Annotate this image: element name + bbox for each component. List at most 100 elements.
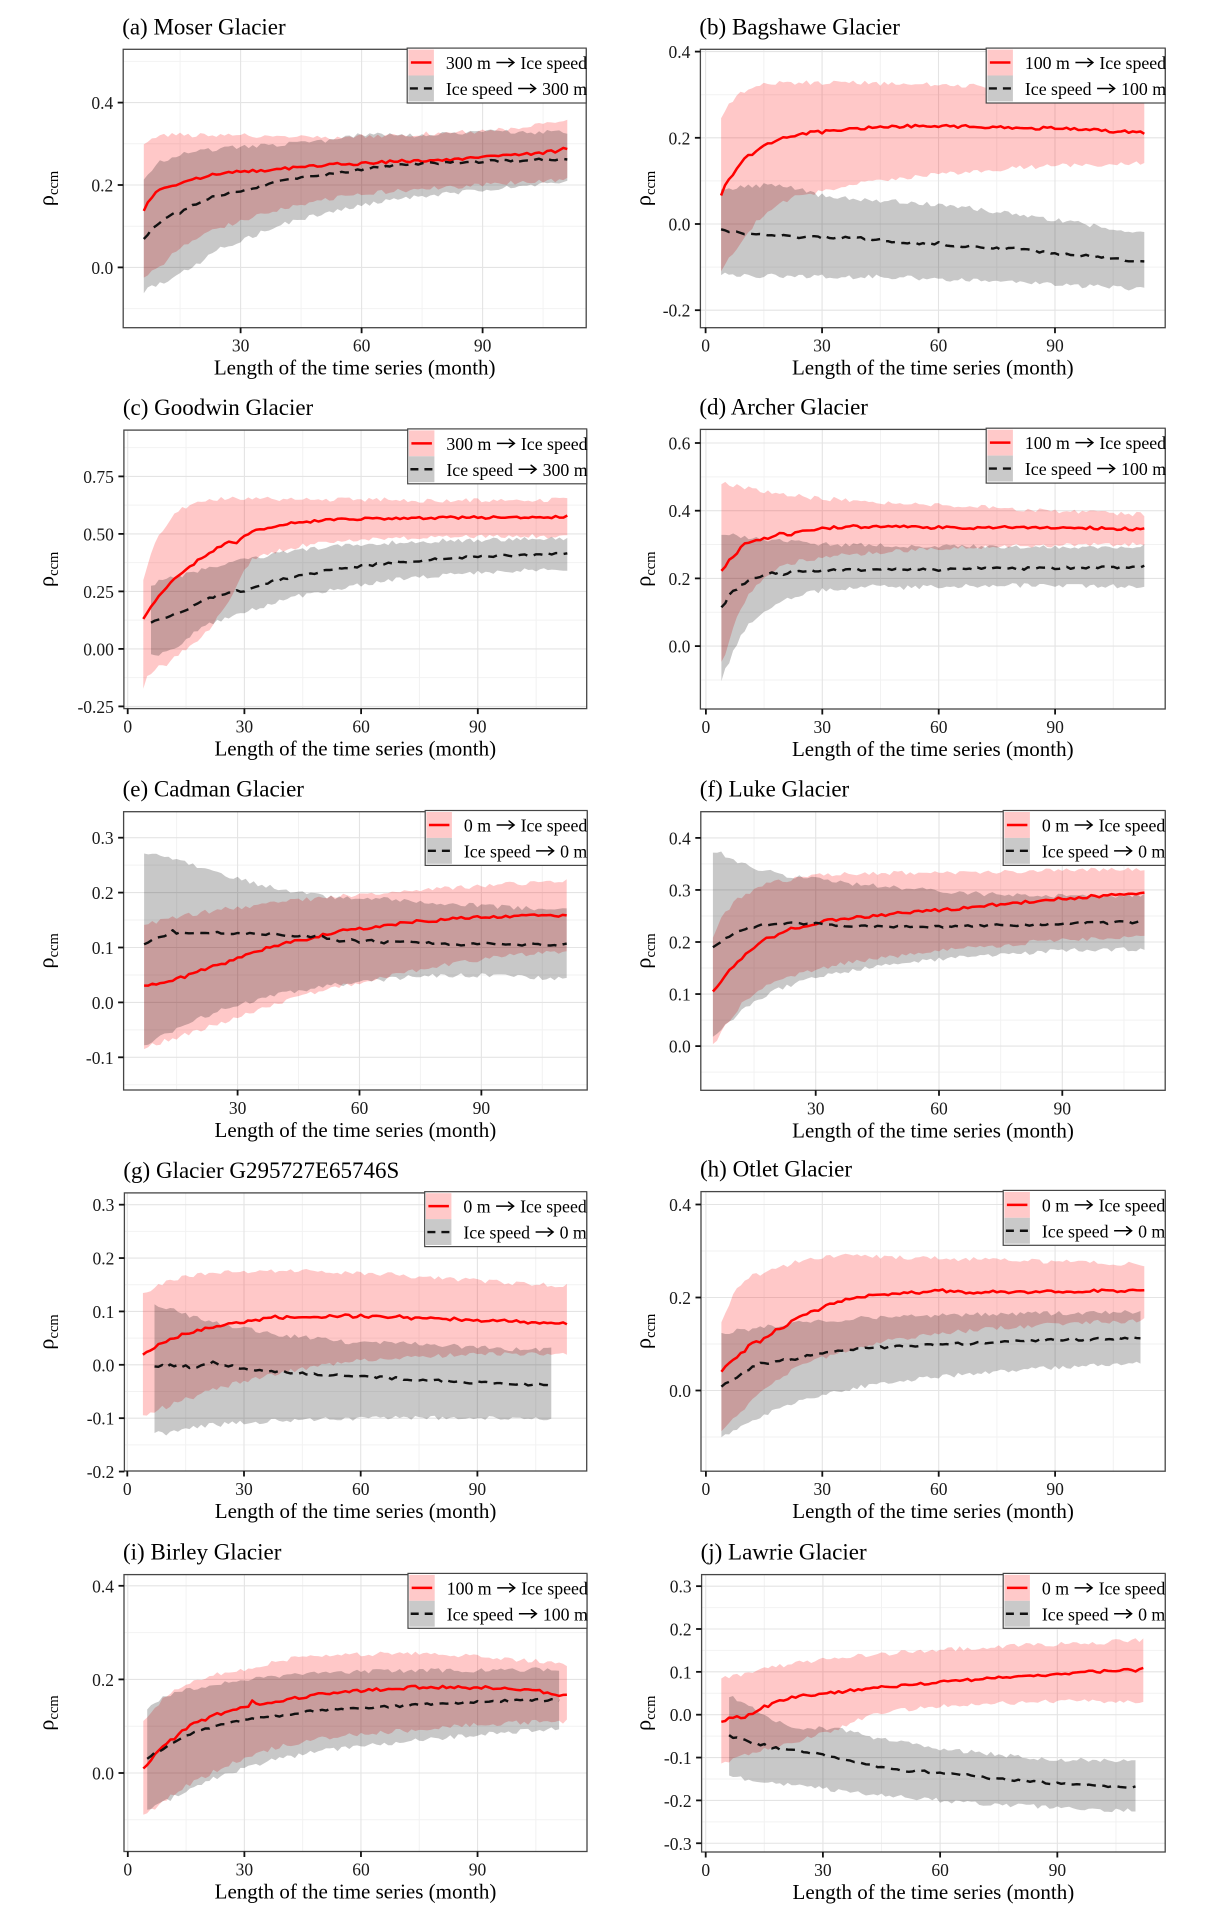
svg-text:0 m: 0 m xyxy=(1138,841,1165,861)
svg-text:(g) Glacier G295727E65746S: (g) Glacier G295727E65746S xyxy=(123,1158,399,1183)
svg-text:0 m: 0 m xyxy=(560,1223,587,1243)
svg-text:100 m: 100 m xyxy=(543,1604,588,1624)
svg-text:0.3: 0.3 xyxy=(669,880,691,900)
svg-text:60: 60 xyxy=(930,1479,948,1499)
svg-text:30: 30 xyxy=(814,1860,832,1880)
svg-text:0.0: 0.0 xyxy=(669,215,691,235)
svg-text:0.4: 0.4 xyxy=(669,501,691,521)
svg-text:90: 90 xyxy=(1046,1479,1064,1499)
svg-text:Ice speed: Ice speed xyxy=(1099,815,1166,835)
svg-text:100 m: 100 m xyxy=(1025,433,1070,453)
svg-text:0.4: 0.4 xyxy=(669,42,691,62)
svg-text:60: 60 xyxy=(930,717,948,737)
svg-text:(f) Luke Glacier: (f) Luke Glacier xyxy=(700,777,850,802)
svg-text:60: 60 xyxy=(351,1098,369,1118)
svg-text:0: 0 xyxy=(123,1860,132,1880)
svg-text:Ice speed: Ice speed xyxy=(1025,459,1092,479)
svg-text:30: 30 xyxy=(236,1860,254,1880)
svg-text:Ice speed: Ice speed xyxy=(1042,1604,1109,1624)
svg-text:Ice speed: Ice speed xyxy=(447,1604,514,1624)
svg-text:-0.2: -0.2 xyxy=(664,1791,692,1811)
svg-text:-0.25: -0.25 xyxy=(77,697,114,717)
svg-text:Length of the time series (mon: Length of the time series (month) xyxy=(215,1880,497,1904)
svg-text:Length of the time series (mon: Length of the time series (month) xyxy=(215,1118,497,1142)
svg-text:Ice speed: Ice speed xyxy=(1099,1578,1166,1598)
svg-text:90: 90 xyxy=(469,717,487,737)
svg-text:60: 60 xyxy=(930,1098,948,1118)
svg-text:60: 60 xyxy=(352,717,370,737)
svg-text:Ice speed: Ice speed xyxy=(463,1223,530,1243)
svg-text:0.3: 0.3 xyxy=(670,1577,692,1597)
svg-text:Ice speed: Ice speed xyxy=(464,841,531,861)
svg-text:0: 0 xyxy=(123,717,132,737)
svg-text:(d) Archer Glacier: (d) Archer Glacier xyxy=(699,394,868,419)
svg-text:0.2: 0.2 xyxy=(91,176,113,196)
svg-text:(a) Moser Glacier: (a) Moser Glacier xyxy=(122,14,286,39)
svg-text:0.2: 0.2 xyxy=(669,569,691,589)
svg-text:60: 60 xyxy=(353,336,371,356)
svg-text:0 m: 0 m xyxy=(1138,1604,1165,1624)
svg-text:0.0: 0.0 xyxy=(92,1764,114,1784)
svg-text:0.25: 0.25 xyxy=(83,582,114,602)
svg-text:0.1: 0.1 xyxy=(670,1662,692,1682)
svg-text:300 m: 300 m xyxy=(542,79,587,99)
svg-text:Length of the time series (mon: Length of the time series (month) xyxy=(792,737,1074,761)
svg-text:-0.3: -0.3 xyxy=(664,1834,692,1854)
svg-text:ρccm: ρccm xyxy=(34,1695,63,1731)
svg-text:Length of the time series (mon: Length of the time series (month) xyxy=(792,1118,1074,1142)
svg-text:0.4: 0.4 xyxy=(91,93,113,113)
svg-text:30: 30 xyxy=(235,1479,253,1499)
svg-text:0 m: 0 m xyxy=(463,1197,490,1217)
svg-text:0: 0 xyxy=(701,1860,710,1880)
svg-text:Length of the time series (mon: Length of the time series (month) xyxy=(792,1499,1074,1523)
svg-text:-0.2: -0.2 xyxy=(87,1462,115,1482)
svg-text:0 m: 0 m xyxy=(560,841,587,861)
svg-text:30: 30 xyxy=(814,717,832,737)
svg-text:0 m: 0 m xyxy=(464,815,491,835)
svg-text:30: 30 xyxy=(807,1098,825,1118)
svg-text:-0.2: -0.2 xyxy=(663,301,691,321)
svg-text:Ice speed: Ice speed xyxy=(520,53,587,73)
svg-text:Ice speed: Ice speed xyxy=(446,460,513,480)
svg-text:Ice speed: Ice speed xyxy=(1099,433,1166,453)
svg-text:Ice speed: Ice speed xyxy=(446,79,513,99)
svg-text:0.75: 0.75 xyxy=(83,467,114,487)
svg-text:(h) Otlet Glacier: (h) Otlet Glacier xyxy=(700,1157,852,1182)
svg-text:100 m: 100 m xyxy=(447,1578,492,1598)
svg-text:(e) Cadman Glacier: (e) Cadman Glacier xyxy=(123,777,305,802)
svg-text:Ice speed: Ice speed xyxy=(520,1197,587,1217)
svg-text:0.00: 0.00 xyxy=(83,639,114,659)
svg-text:Ice speed: Ice speed xyxy=(521,815,588,835)
svg-text:0.0: 0.0 xyxy=(670,1705,692,1725)
svg-text:-0.1: -0.1 xyxy=(664,1748,692,1768)
svg-text:0.0: 0.0 xyxy=(669,1381,691,1401)
svg-text:Length of the time series (mon: Length of the time series (month) xyxy=(215,1499,497,1523)
svg-text:(j) Lawrie Glacier: (j) Lawrie Glacier xyxy=(701,1540,867,1565)
svg-text:300 m: 300 m xyxy=(543,460,588,480)
svg-text:Ice speed: Ice speed xyxy=(1099,53,1166,73)
svg-text:0: 0 xyxy=(702,717,711,737)
svg-text:0.0: 0.0 xyxy=(91,258,113,278)
svg-text:90: 90 xyxy=(473,1098,491,1118)
svg-text:0.4: 0.4 xyxy=(669,828,691,848)
svg-text:0.1: 0.1 xyxy=(92,938,114,958)
svg-text:Ice speed: Ice speed xyxy=(1042,841,1109,861)
svg-text:60: 60 xyxy=(352,1479,370,1499)
svg-text:0: 0 xyxy=(702,1479,711,1499)
svg-text:Ice speed: Ice speed xyxy=(1025,79,1092,99)
svg-text:0.0: 0.0 xyxy=(93,1355,115,1375)
svg-text:30: 30 xyxy=(229,1098,247,1118)
svg-text:90: 90 xyxy=(469,1479,487,1499)
svg-text:0.1: 0.1 xyxy=(93,1302,115,1322)
svg-text:0 m: 0 m xyxy=(1042,1195,1069,1215)
svg-text:-0.1: -0.1 xyxy=(87,1409,115,1429)
svg-text:0.2: 0.2 xyxy=(669,933,691,953)
svg-text:(b) Bagshawe Glacier: (b) Bagshawe Glacier xyxy=(699,14,900,39)
svg-text:0.0: 0.0 xyxy=(669,637,691,657)
svg-text:300 m: 300 m xyxy=(446,53,491,73)
svg-text:300 m: 300 m xyxy=(446,434,491,454)
svg-text:90: 90 xyxy=(1046,336,1064,356)
svg-text:0.6: 0.6 xyxy=(669,434,691,454)
svg-text:0 m: 0 m xyxy=(1042,815,1069,835)
svg-text:30: 30 xyxy=(232,336,250,356)
